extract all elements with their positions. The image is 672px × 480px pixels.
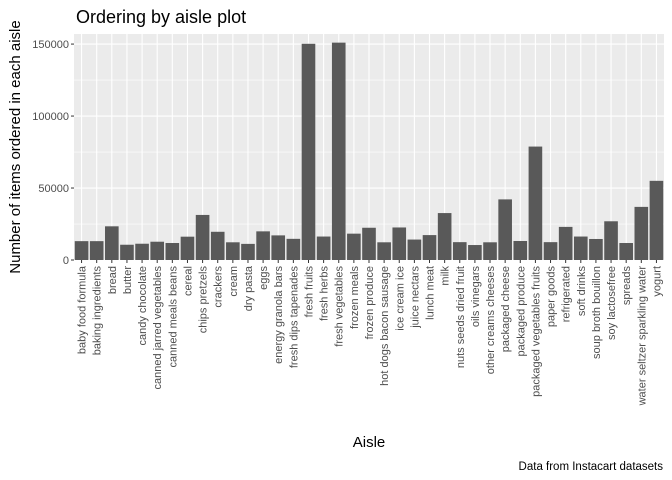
x-tick-label: eggs (258, 266, 270, 290)
x-tick-label: fresh vegetables (334, 266, 346, 347)
bar (604, 221, 618, 260)
x-tick-label: baby food formula (77, 265, 89, 354)
x-tick-label: dry pasta (243, 265, 255, 311)
bar (271, 235, 286, 260)
x-tick-label: nuts seeds dried fruit (455, 266, 467, 368)
bar (468, 245, 482, 260)
x-tick-label: canned meals beans (167, 266, 179, 368)
x-tick-label: soy lactosefree (606, 266, 618, 340)
x-tick-label: milk (440, 266, 452, 286)
bar (558, 226, 573, 260)
x-tick-label: butter (122, 266, 134, 294)
x-tick-label: refrigerated (561, 266, 573, 322)
x-tick-label: candy chocolate (137, 266, 149, 346)
y-tick-label: 0 (63, 255, 69, 267)
bar (513, 240, 528, 260)
bar (422, 235, 437, 260)
bar (437, 213, 452, 260)
bar (452, 242, 467, 260)
x-tick-label: fresh dips tapenades (288, 266, 300, 369)
x-tick-label: packaged produce (515, 266, 527, 357)
chart-caption: Data from Instacart datasets (519, 461, 664, 473)
x-tick-label: crackers (213, 266, 225, 308)
bar (195, 214, 210, 260)
bars (74, 42, 664, 260)
bar (180, 236, 195, 260)
x-tick-label: bread (107, 266, 119, 294)
bar (589, 238, 603, 260)
x-tick-label: soup broth bouillon (591, 266, 603, 359)
x-tick-label: packaged cheese (500, 266, 512, 352)
bar (226, 242, 240, 260)
y-tick-label: 100000 (32, 111, 69, 123)
bar (256, 231, 270, 260)
bar (105, 226, 119, 260)
x-axis: baby food formula baking ingredients bread… (77, 260, 663, 407)
x-tick-label: canned jarred vegetables (152, 266, 164, 390)
bar (286, 238, 301, 260)
x-tick-label: lunch meat (425, 266, 437, 320)
bar (634, 206, 649, 260)
bar (573, 236, 588, 260)
x-tick-label: yogurt (651, 266, 663, 297)
x-tick-label: spreads (621, 266, 633, 306)
x-tick-label: fresh fruits (303, 266, 315, 318)
bar (483, 242, 497, 260)
bar (362, 227, 376, 260)
bar (331, 42, 346, 260)
bar (316, 236, 331, 260)
bar (498, 199, 512, 260)
bar (649, 180, 664, 260)
x-tick-label: packaged vegetables fruits (530, 266, 542, 397)
x-tick-label: paper goods (546, 266, 558, 328)
y-tick-label: 50000 (38, 183, 69, 195)
x-tick-label: frozen meals (349, 266, 361, 329)
bar (377, 242, 391, 260)
bar (528, 146, 543, 260)
x-tick-label: hot dogs bacon sausage (379, 266, 391, 386)
y-tick-label: 150000 (32, 39, 69, 51)
x-tick-label: oils vinegars (470, 266, 482, 328)
bar (150, 241, 165, 260)
y-axis-title: Number of items ordered in each aisle (7, 20, 24, 273)
chart-title: Ordering by aisle plot (76, 7, 246, 27)
x-tick-label: juice nectars (409, 266, 421, 329)
x-tick-label: ice cream ice (394, 266, 406, 331)
bar (241, 243, 255, 260)
bar (89, 241, 104, 260)
bar (74, 241, 89, 260)
y-axis: 0 50000 100000 150000 (32, 39, 74, 267)
x-tick-label: fresh herbs (319, 266, 331, 322)
bar (392, 227, 407, 260)
x-tick-label: baking ingredients (92, 266, 104, 356)
x-axis-title: Aisle (353, 434, 386, 451)
x-tick-label: frozen produce (364, 266, 376, 339)
bar (347, 233, 361, 260)
x-tick-label: chips pretzels (198, 266, 210, 334)
x-tick-label: cream (228, 266, 240, 297)
bar (619, 243, 633, 260)
x-tick-label: water seltzer sparkling water (636, 266, 648, 407)
x-tick-label: energy granola bars (273, 266, 285, 364)
bar (135, 243, 149, 260)
x-tick-label: other creams cheeses (485, 266, 497, 375)
x-tick-label: soft drinks (576, 266, 588, 317)
bar (407, 239, 422, 260)
bar (210, 231, 225, 260)
bar (120, 244, 134, 260)
bar (165, 243, 180, 260)
bar (543, 242, 558, 260)
bar (301, 43, 316, 260)
x-tick-label: cereal (182, 266, 194, 296)
